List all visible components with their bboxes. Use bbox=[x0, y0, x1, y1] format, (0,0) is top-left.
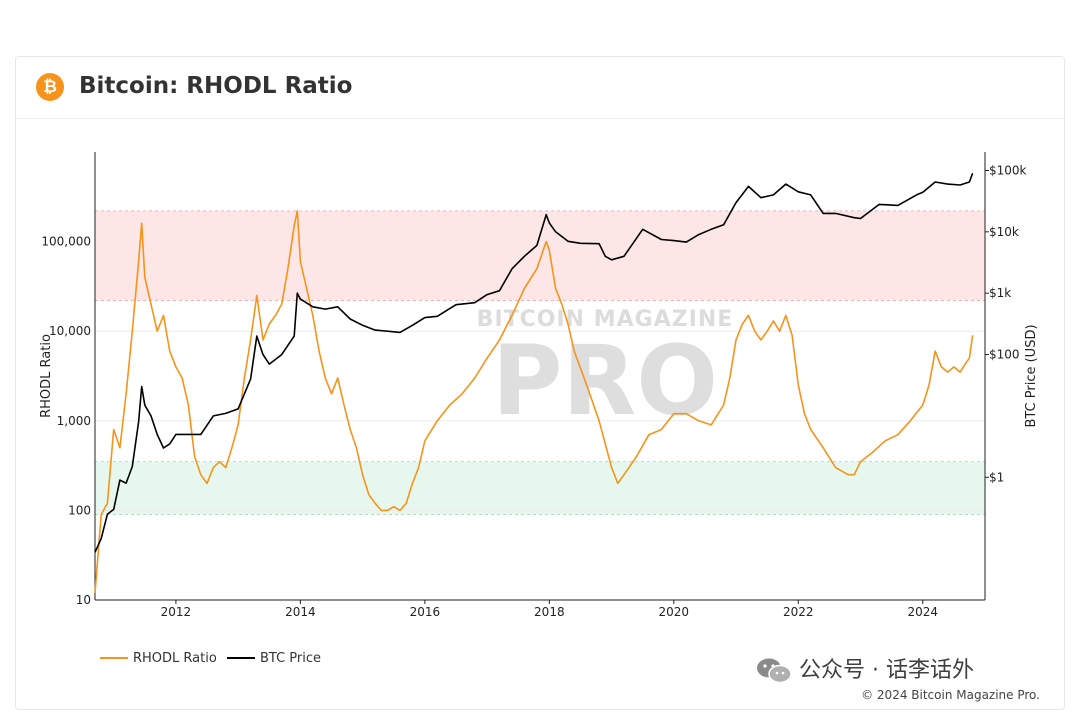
y2-tick-label: $1k bbox=[989, 286, 1011, 300]
y2-tick-label: $100 bbox=[989, 348, 1020, 362]
watermark-main-text: PRO bbox=[492, 325, 718, 437]
chart-title: Bitcoin: RHODL Ratio bbox=[79, 73, 353, 99]
x-tick-label: 2016 bbox=[410, 605, 441, 619]
y2-axis-title: BTC Price (USD) bbox=[1024, 324, 1039, 427]
wechat-icon bbox=[757, 658, 792, 684]
y2-tick-label: $100k bbox=[989, 163, 1027, 177]
y-tick-label: 100,000 bbox=[41, 235, 91, 249]
x-tick-label: 2020 bbox=[659, 605, 690, 619]
legend-label: RHODL Ratio bbox=[133, 651, 217, 666]
x-tick-label: 2022 bbox=[783, 605, 814, 619]
copyright-footer: © 2024 Bitcoin Magazine Pro. bbox=[861, 688, 1040, 702]
wechat-watermark: 公众号 · 话李话外 bbox=[755, 652, 974, 688]
y2-tick-label: $1 bbox=[989, 470, 1004, 484]
y-axis-title: RHODL Ratio bbox=[39, 334, 54, 418]
legend-label: BTC Price bbox=[260, 651, 321, 666]
series-line-btc-price bbox=[94, 173, 974, 553]
band-top bbox=[95, 210, 985, 301]
x-tick-label: 2018 bbox=[534, 605, 565, 619]
x-tick-label: 2012 bbox=[161, 605, 192, 619]
wechat-label: 公众号 · 话李话外 bbox=[799, 658, 974, 683]
series-line-rhodl-ratio bbox=[94, 210, 974, 593]
chart-header: ₿ Bitcoin: RHODL Ratio bbox=[16, 57, 1064, 119]
y2-tick-label: $10k bbox=[989, 225, 1019, 239]
y-tick-label: 1,000 bbox=[57, 414, 91, 428]
x-tick-label: 2014 bbox=[285, 605, 316, 619]
watermark-top-text: BITCOIN MAGAZINE bbox=[477, 307, 734, 332]
x-tick-label: 2024 bbox=[907, 605, 938, 619]
chart-card: ₿ Bitcoin: RHODL Ratio bbox=[15, 56, 1065, 710]
y-tick-label: 10,000 bbox=[49, 324, 91, 338]
band-bottom bbox=[95, 461, 985, 515]
bitcoin-logo-icon: ₿ bbox=[36, 73, 64, 101]
y-tick-label: 100 bbox=[68, 503, 91, 517]
y-tick-label: 10 bbox=[76, 593, 91, 607]
